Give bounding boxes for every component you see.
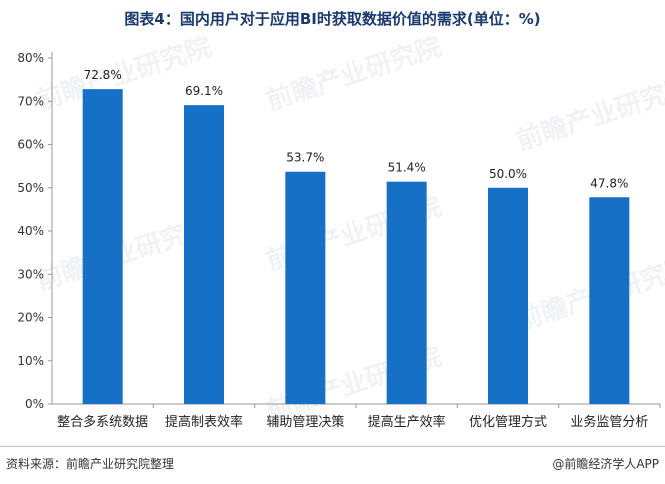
bar [285, 171, 326, 404]
watermark-text: 前瞻产业研究院 [513, 251, 665, 337]
category-label: 整合多系统数据 [57, 414, 148, 430]
bar [184, 105, 224, 404]
bar [589, 197, 630, 404]
value-label: 72.8% [84, 68, 122, 82]
footer-divider [0, 446, 665, 447]
y-tick-label: 70% [17, 94, 44, 108]
category-label: 提高制表效率 [165, 414, 243, 430]
bar [82, 89, 123, 404]
bar [488, 187, 528, 404]
y-tick-label: 50% [17, 181, 44, 195]
y-tick-label: 0% [25, 397, 44, 411]
category-label: 优化管理方式 [469, 414, 547, 430]
y-tick-label: 80% [17, 51, 44, 65]
chart-title: 图表4：国内用户对于应用BI时获取数据价值的需求(单位：%) [124, 10, 541, 28]
value-label: 53.7% [286, 151, 324, 165]
y-tick-label: 20% [17, 311, 44, 325]
category-label: 辅助管理决策 [266, 414, 344, 430]
value-label: 47.8% [590, 176, 628, 190]
y-tick-label: 30% [17, 267, 44, 281]
watermark-text: 前瞻产业研究院 [263, 31, 446, 117]
credit-note: @前瞻经济学人APP [552, 457, 659, 471]
y-tick-label: 60% [17, 138, 44, 152]
axes: 0% 10% 20% 30% 40% 50% 60% 70% 80% 整合多系统数据 提高制表效率 辅… [17, 51, 661, 430]
bars [82, 89, 630, 404]
category-label: 业务监管分析 [570, 414, 648, 430]
watermark-text: 前瞻产业研究院 [33, 31, 216, 117]
y-tick-label: 10% [17, 354, 44, 368]
category-label: 提高生产效率 [368, 414, 446, 430]
value-labels: 72.8% 69.1% 53.7% 51.4% 50.0% 47.8% [84, 68, 629, 190]
y-tick-label: 40% [17, 224, 44, 238]
value-label: 51.4% [388, 161, 426, 175]
value-label: 50.0% [489, 167, 527, 181]
bar [386, 181, 427, 404]
source-note: 资料来源：前瞻产业研究院整理 [6, 457, 175, 471]
watermark-text: 前瞻产业研究院 [513, 71, 665, 157]
value-label: 69.1% [185, 84, 223, 98]
